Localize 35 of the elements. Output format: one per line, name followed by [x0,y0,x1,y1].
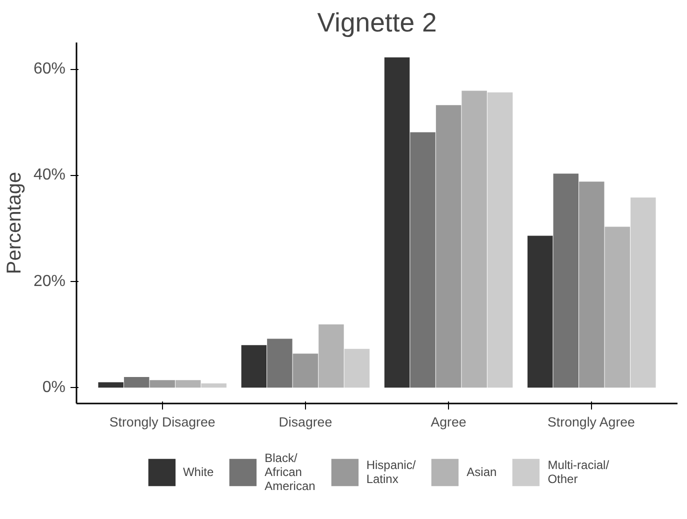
bar [579,182,604,388]
bar [318,324,344,388]
legend-label: Black/African American [264,451,316,493]
legend-label: Hispanic/Latinx [366,458,416,486]
bar [384,57,410,388]
x-tick-label: Disagree [278,414,332,430]
bar [487,92,513,388]
y-axis-title: Percentage [3,172,26,274]
x-tick-label: Strongly Agree [548,414,635,430]
bar [292,354,318,388]
bar [98,382,124,388]
bar [630,198,656,388]
bar [175,380,201,388]
y-tick-label: 0% [42,379,66,396]
bar [124,376,150,388]
legend-label: Asian [466,465,497,479]
legend-label: Multi-racial/Other [548,458,610,486]
legend-label: White [182,465,214,479]
bar [267,338,292,388]
bar [436,105,462,388]
bar [528,236,553,388]
bar [201,383,226,388]
bar [241,345,267,388]
x-tick-label: Strongly Disagree [109,414,216,430]
bar [150,380,175,388]
bar [553,174,579,388]
bar [410,132,436,388]
bar [462,90,487,388]
x-tick-label: Agree [430,414,466,430]
chart-title: Vignette 2 [317,8,437,38]
bar [604,226,630,388]
y-tick-label: 20% [33,272,66,290]
bar [344,348,370,388]
y-tick-label: 60% [33,60,66,78]
y-tick-label: 40% [33,166,66,184]
